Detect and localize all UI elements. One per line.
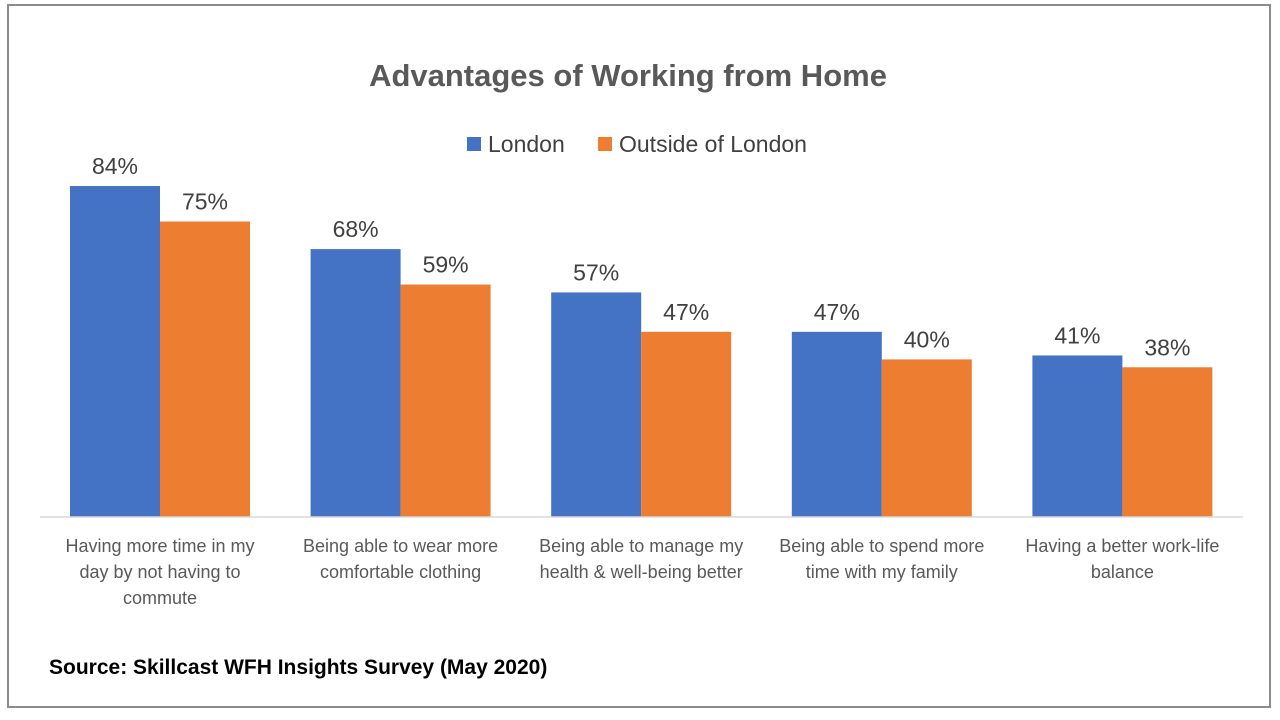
- chart-title: Advantages of Working from Home: [369, 58, 887, 93]
- category-label-line: Having a better work-life: [1025, 536, 1219, 556]
- data-label-2-1: 47%: [663, 299, 709, 325]
- bar-1-1: [400, 284, 491, 517]
- source-note: Source: Skillcast WFH Insights Survey (M…: [49, 656, 548, 679]
- category-label-line: Having more time in my: [65, 536, 254, 556]
- bar-4-1: [1122, 367, 1213, 517]
- category-label-2: Being able to manage my health & well-bei…: [539, 536, 743, 582]
- category-label-line: comfortable clothing: [320, 562, 481, 582]
- category-label-line: Being able to manage my: [539, 536, 743, 556]
- data-label-3-0: 47%: [814, 299, 860, 325]
- category-label-line: day by not having to: [79, 562, 240, 582]
- bar-2-0: [551, 292, 642, 517]
- bar-2-1: [641, 331, 732, 517]
- bar-0-0: [70, 186, 160, 518]
- legend-swatch-0: [467, 137, 481, 151]
- legend: London Outside of London: [467, 131, 807, 157]
- data-label-1-0: 68%: [333, 216, 379, 242]
- bar-1-0: [310, 249, 401, 517]
- bars: [70, 186, 1213, 518]
- category-label-line: health & well-being better: [540, 562, 743, 582]
- category-label-line: Being able to wear more: [303, 536, 498, 556]
- legend-label-0: London: [488, 131, 565, 157]
- legend-swatch-1: [598, 137, 612, 151]
- data-label-4-1: 38%: [1144, 334, 1190, 360]
- data-label-3-1: 40%: [904, 326, 950, 352]
- category-labels: Having more time in my day by not having …: [65, 536, 1219, 608]
- bar-3-1: [881, 359, 972, 517]
- category-label-line: Being able to spend more: [779, 536, 984, 556]
- data-label-0-0: 84%: [92, 153, 138, 179]
- category-label-1: Being able to wear more comfortable cloth…: [303, 536, 498, 582]
- category-label-4: Having a better work-life balance: [1025, 536, 1219, 582]
- data-label-0-1: 75%: [182, 189, 228, 215]
- data-label-4-0: 41%: [1054, 322, 1100, 348]
- category-label-line: balance: [1091, 562, 1154, 582]
- bar-4-0: [1032, 355, 1123, 517]
- data-label-2-0: 57%: [573, 259, 619, 285]
- category-label-0: Having more time in my day by not having …: [65, 536, 254, 608]
- data-label-1-1: 59%: [423, 252, 469, 278]
- category-label-line: commute: [123, 588, 197, 608]
- bar-0-1: [160, 221, 250, 517]
- category-label-line: time with my family: [806, 562, 958, 582]
- data-labels: 84% 75% 68% 59% 57% 47% 47% 40% 41% 38%: [92, 153, 1190, 360]
- bar-3-0: [791, 331, 882, 517]
- legend-label-1: Outside of London: [619, 131, 807, 157]
- category-label-3: Being able to spend more time with my fam…: [779, 536, 984, 582]
